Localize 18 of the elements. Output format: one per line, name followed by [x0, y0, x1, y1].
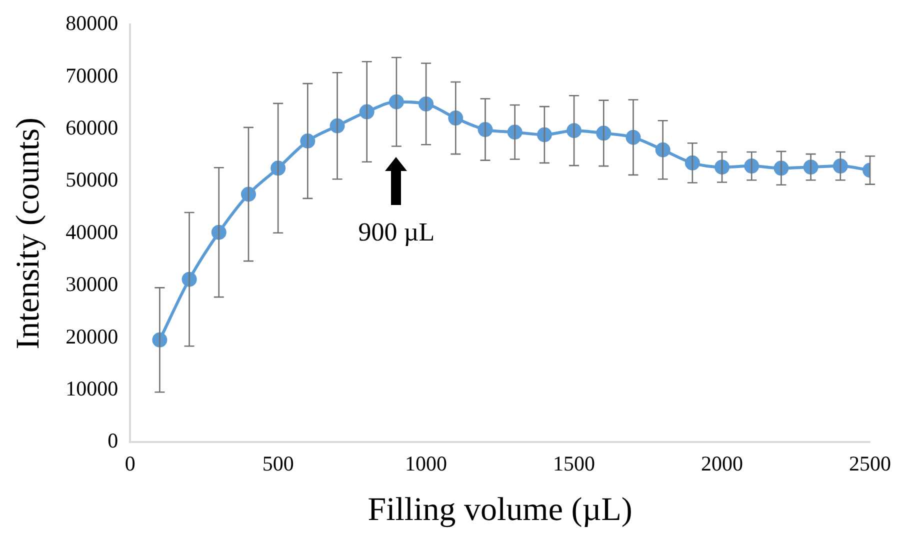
x-tick-label: 2000 — [701, 451, 744, 476]
y-tick-label: 80000 — [66, 11, 118, 36]
y-axis-title: Intensity (counts) — [10, 117, 46, 350]
y-tick-label: 30000 — [66, 272, 118, 296]
x-tick-label: 2500 — [849, 451, 891, 476]
y-tick-label: 70000 — [66, 63, 118, 88]
x-tick-label: 0 — [124, 451, 136, 476]
y-tick-label: 0 — [108, 428, 118, 453]
y-tick-label: 50000 — [66, 168, 118, 192]
x-tick-label: 1500 — [553, 451, 596, 476]
y-tick-label: 20000 — [66, 324, 118, 348]
y-tick-label: 60000 — [66, 116, 118, 140]
x-axis-title: Filling volume (µL) — [368, 492, 632, 528]
y-tick-label: 10000 — [66, 376, 118, 401]
x-tick-label: 500 — [262, 451, 294, 476]
x-tick-label: 1000 — [405, 451, 448, 476]
annotation: 900 µL — [358, 218, 435, 247]
y-tick-label: 40000 — [66, 220, 118, 244]
